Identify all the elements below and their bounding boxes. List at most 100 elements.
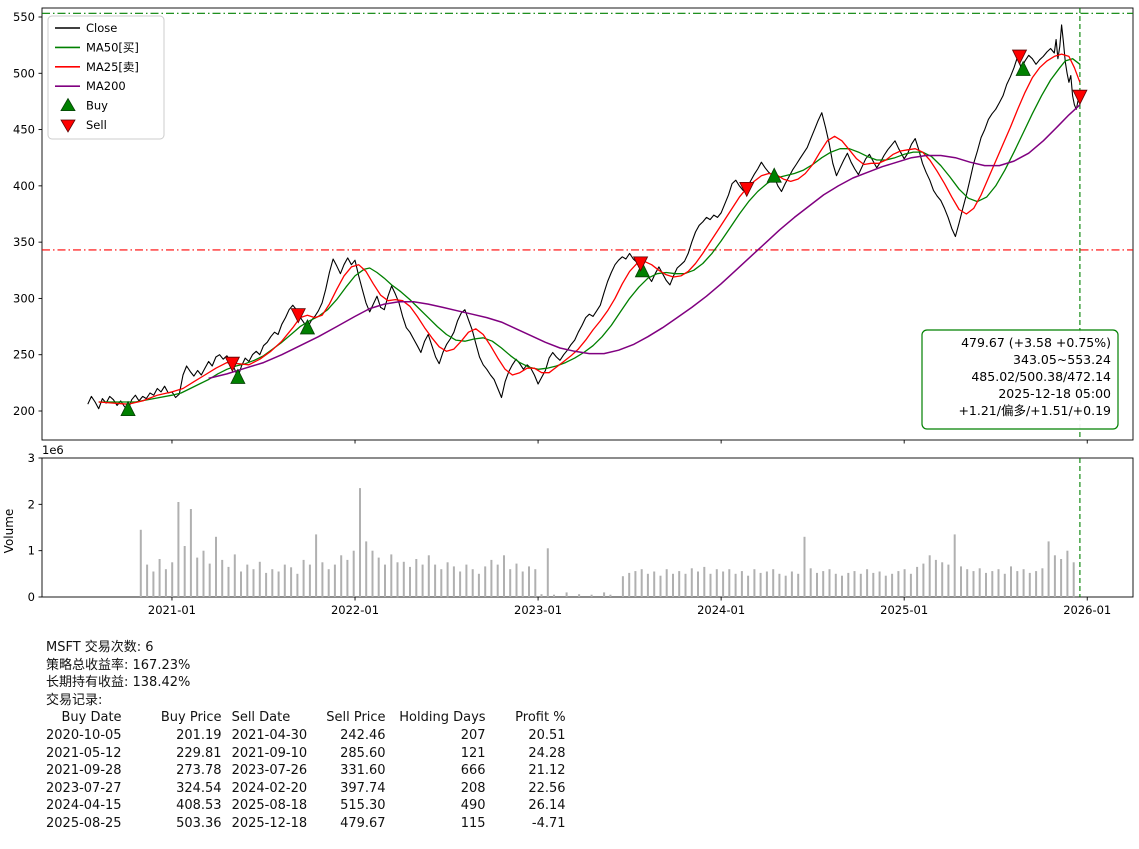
buy-price: 201.19 xyxy=(176,727,222,743)
volume-bar xyxy=(978,568,981,597)
volume-bar xyxy=(697,571,699,597)
volume-tick-label: 3 xyxy=(28,451,35,465)
volume-bar xyxy=(384,564,386,597)
trades-col-header-profit-pct: Profit % xyxy=(515,710,566,726)
volume-bar xyxy=(916,566,919,597)
volume-bar xyxy=(333,564,336,597)
volume-bar xyxy=(340,555,343,597)
volume-bar xyxy=(290,567,293,597)
volume-bar xyxy=(997,569,1000,597)
price-tick-label: 450 xyxy=(13,123,35,137)
volume-bar xyxy=(183,546,186,597)
holding-days: 490 xyxy=(460,798,486,814)
volume-bar xyxy=(164,569,167,597)
price-tick-label: 550 xyxy=(13,10,35,24)
quote-annotation-line: 343.05~553.24 xyxy=(1013,352,1111,367)
volume-bar xyxy=(540,594,543,597)
quote-annotation-line: 2025-12-18 05:00 xyxy=(998,386,1111,401)
volume-bar xyxy=(365,541,368,597)
volume-bar xyxy=(728,569,731,597)
volume-bar xyxy=(1022,569,1025,597)
volume-bar xyxy=(427,555,430,597)
volume-bar xyxy=(941,562,944,598)
trades-header-row: Buy Date Buy Price Sell Date Sell Price Hold… xyxy=(46,709,566,727)
volume-bar xyxy=(634,571,637,597)
volume-bar xyxy=(196,557,199,597)
volume-bar xyxy=(747,575,750,597)
price-tick-label: 350 xyxy=(13,235,35,249)
profit-pct: 22.56 xyxy=(528,780,566,796)
volume-bar xyxy=(302,559,305,597)
volume-bar xyxy=(722,571,725,597)
legend-label: MA50[买] xyxy=(86,40,139,54)
volume-bar xyxy=(177,502,180,597)
volume-bar xyxy=(390,554,393,597)
volume-bar xyxy=(678,571,681,597)
sell-price: 331.60 xyxy=(340,763,386,779)
sell-marker xyxy=(632,256,649,272)
volume-bar xyxy=(853,571,856,597)
holding-days: 208 xyxy=(460,780,486,796)
volume-bar xyxy=(1010,566,1012,597)
volume-bar xyxy=(759,572,762,597)
price-tick-label: 500 xyxy=(13,66,35,80)
volume-bar xyxy=(471,569,474,597)
volume-bar xyxy=(740,571,743,597)
sell-marker xyxy=(739,182,755,198)
trade-row: 2025-08-25 503.36 2025-12-18 479.67 115 -4.71 xyxy=(46,815,566,833)
volume-bar xyxy=(934,559,937,597)
buy-marker xyxy=(1015,60,1031,76)
volume-bar xyxy=(246,564,249,597)
ma50-line xyxy=(98,58,1081,403)
volume-bar xyxy=(321,562,324,598)
volume-bar xyxy=(459,571,462,597)
buy-date: 2024-04-15 xyxy=(46,798,122,814)
trade-row: 2021-09-28 273.78 2023-07-26 331.60 666 21.12 xyxy=(46,762,566,780)
buy-date: 2020-10-05 xyxy=(46,727,122,743)
volume-bar xyxy=(797,573,800,597)
volume-bar xyxy=(772,569,775,597)
holding-days: 115 xyxy=(460,815,486,831)
trade-row: 2024-04-15 408.53 2025-08-18 515.30 490 26.14 xyxy=(46,797,566,815)
volume-bar xyxy=(202,550,205,597)
volume-bar xyxy=(909,573,912,597)
sell-date: 2023-07-26 xyxy=(231,763,308,779)
buy-date: 2021-05-12 xyxy=(46,745,122,761)
volume-bar xyxy=(609,594,612,597)
volume-bar xyxy=(972,571,975,597)
volume-bar xyxy=(509,569,512,597)
volume-tick-label: 1 xyxy=(28,544,35,558)
volume-bar xyxy=(158,559,161,597)
volume-bar xyxy=(346,559,349,597)
volume-bar xyxy=(665,569,668,597)
volume-bar xyxy=(1035,571,1038,597)
volume-bar xyxy=(146,564,149,597)
volume-bar xyxy=(653,571,656,597)
volume-bar xyxy=(421,564,424,597)
volume-bar xyxy=(308,564,311,597)
trades-col-header-buy-price: Buy Price xyxy=(160,710,222,726)
volume-bar xyxy=(628,572,631,597)
volume-bar xyxy=(1047,541,1050,597)
volume-bar xyxy=(1028,572,1031,597)
volume-bar xyxy=(966,569,969,597)
holding-days: 207 xyxy=(460,727,486,743)
volume-bar xyxy=(227,566,230,597)
volume-bar xyxy=(672,573,674,597)
volume-bar xyxy=(1053,555,1056,597)
ma25-line xyxy=(98,53,1081,405)
volume-tick-label: 0 xyxy=(28,590,35,604)
trade-row: 2021-05-12 229.81 2021-09-10 285.60 121 24.28 xyxy=(46,745,566,763)
volume-bar xyxy=(834,573,837,597)
profit-pct: 24.28 xyxy=(528,745,566,761)
volume-bar xyxy=(171,562,174,598)
volume-bar xyxy=(221,559,224,597)
volume-bar xyxy=(152,571,155,597)
volume-bar xyxy=(240,571,242,597)
sell-date: 2025-12-18 xyxy=(231,815,308,831)
buy-price: 324.54 xyxy=(176,780,222,796)
sell-price: 479.67 xyxy=(340,815,386,831)
trades-table: Buy Date Buy Price Sell Date Sell Price Hold… xyxy=(46,709,566,832)
volume-bar xyxy=(1016,571,1019,597)
volume-bar xyxy=(646,573,649,597)
